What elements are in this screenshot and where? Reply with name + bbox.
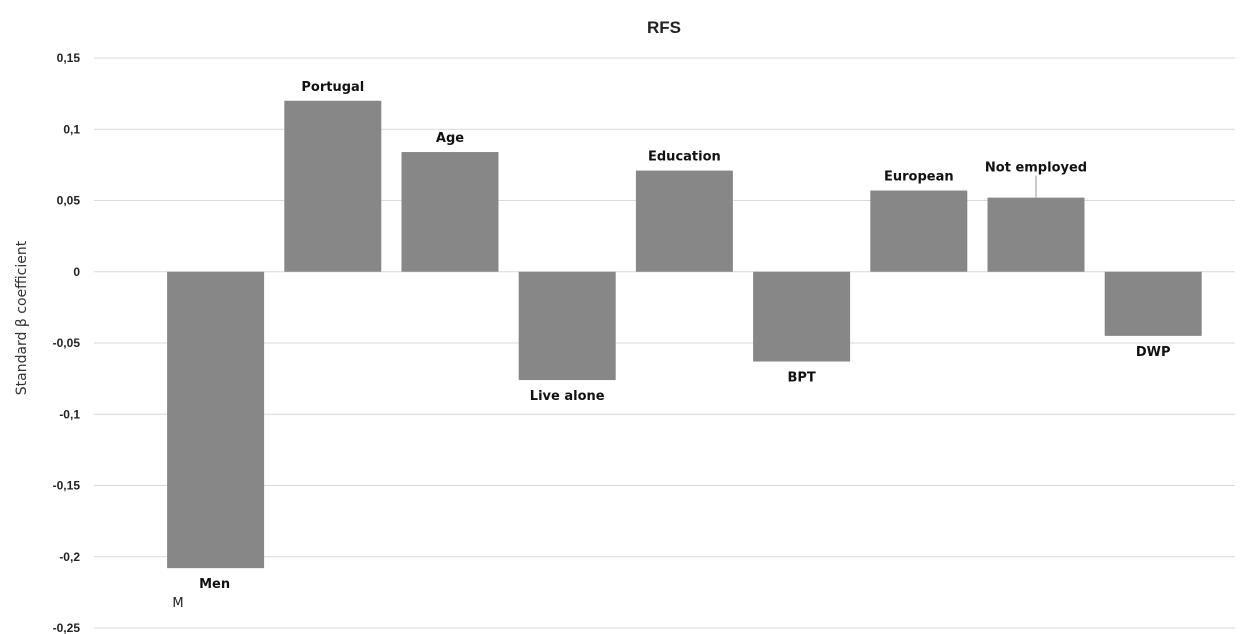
y-axis-label: Standard β coefficient	[14, 240, 30, 395]
bar-label: Education	[648, 150, 721, 165]
bar-label: Portugal	[301, 80, 364, 95]
bar-label: Age	[436, 131, 464, 146]
y-tick-label: 0,15	[57, 51, 81, 65]
bar	[167, 271, 265, 569]
gridlines	[94, 57, 1235, 629]
bar-labels: Men Portugal Age Live alone Education BPT Euro…	[199, 80, 1170, 592]
chart-title: RFS	[647, 18, 681, 37]
bar	[1104, 271, 1202, 336]
bar	[753, 271, 851, 362]
bar-label: BPT	[787, 371, 815, 386]
bar-label: Live alone	[530, 389, 605, 404]
y-tick-label: -0,15	[53, 479, 81, 493]
bar-label: DWP	[1136, 345, 1171, 360]
bar	[635, 170, 733, 272]
bar	[987, 197, 1085, 272]
bar-label: Not employed	[985, 161, 1087, 176]
stray-annotation: M	[172, 596, 183, 611]
bar	[518, 271, 616, 381]
y-tick-label: 0	[73, 265, 80, 279]
y-tick-label: -0,25	[53, 621, 81, 634]
bar-label: European	[884, 170, 954, 185]
bar-label: Men	[199, 577, 230, 592]
bar	[870, 190, 968, 272]
y-axis-ticks: 0,15 0,1 0,05 0 -0,05 -0,1 -0,15 -0,2 -0,25	[53, 51, 81, 634]
bar	[401, 152, 499, 272]
y-tick-label: 0,1	[63, 122, 80, 136]
y-tick-label: -0,1	[59, 407, 80, 421]
y-tick-label: -0,2	[59, 550, 80, 564]
y-tick-label: 0,05	[57, 194, 81, 208]
bars	[167, 100, 1202, 569]
y-tick-label: -0,05	[53, 336, 81, 350]
bar	[284, 100, 382, 272]
